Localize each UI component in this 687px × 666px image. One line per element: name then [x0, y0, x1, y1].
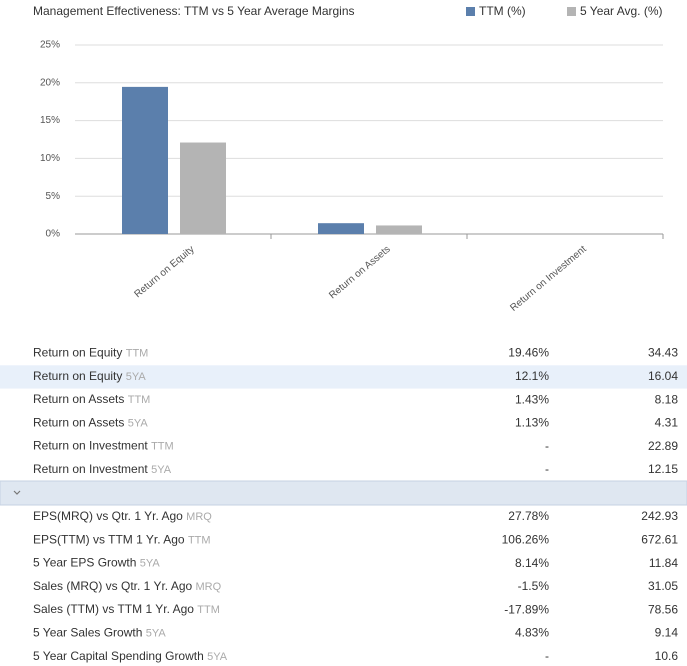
x-tick-label: Return on Investment: [508, 244, 588, 314]
metric-name: EPS(TTM) vs TTM 1 Yr. Ago: [33, 532, 185, 546]
metric-name: EPS(MRQ) vs Qtr. 1 Yr. Ago: [33, 509, 183, 523]
legend-label: 5 Year Avg. (%): [580, 4, 663, 18]
x-tick-label: Return on Equity: [132, 244, 196, 300]
y-tick-label: 10%: [40, 153, 60, 164]
metric-name: Return on Equity: [33, 346, 122, 360]
row-label: Return on Equity 5YA: [33, 369, 146, 383]
period-tag: MRQ: [186, 511, 212, 523]
row-label: Sales (TTM) vs TTM 1 Yr. Ago TTM: [33, 602, 220, 616]
company-value: 27.78%: [508, 509, 549, 523]
x-tick-label: Return on Assets: [327, 244, 392, 301]
industry-value: 242.93: [641, 509, 678, 523]
industry-value: 22.89: [648, 439, 678, 453]
industry-value: 4.31: [655, 416, 679, 430]
metric-name: Return on Investment: [33, 462, 148, 476]
period-tag: MRQ: [196, 581, 222, 593]
bar: [376, 225, 422, 234]
industry-value: 672.61: [641, 532, 678, 546]
period-tag: 5YA: [126, 371, 147, 383]
metric-name: 5 Year Capital Spending Growth: [33, 649, 204, 663]
company-value: -: [545, 462, 549, 476]
period-tag: TTM: [151, 441, 174, 453]
industry-value: 34.43: [648, 346, 678, 360]
row-label: 5 Year EPS Growth 5YA: [33, 556, 160, 570]
legend-label: TTM (%): [479, 4, 526, 18]
period-tag: 5YA: [140, 558, 161, 570]
company-value: 4.83%: [515, 626, 549, 640]
period-tag: 5YA: [146, 627, 167, 639]
legend-swatch: [567, 7, 576, 16]
y-tick-label: 20%: [40, 77, 60, 88]
industry-value: 12.15: [648, 462, 678, 476]
row-label: EPS(TTM) vs TTM 1 Yr. Ago TTM: [33, 532, 211, 546]
metric-name: Sales (MRQ) vs Qtr. 1 Yr. Ago: [33, 579, 192, 593]
metric-name: Return on Assets: [33, 392, 124, 406]
period-tag: 5YA: [128, 417, 149, 429]
bar: [122, 86, 168, 234]
period-tag: TTM: [126, 347, 149, 359]
legend-swatch: [466, 7, 475, 16]
industry-value: 9.14: [655, 626, 679, 640]
industry-value: 11.84: [649, 556, 678, 570]
row-label: Sales (MRQ) vs Qtr. 1 Yr. Ago MRQ: [33, 579, 222, 593]
period-tag: TTM: [188, 534, 211, 546]
company-value: 1.13%: [515, 416, 549, 430]
company-value: 12.1%: [515, 369, 549, 383]
row-label: 5 Year Capital Spending Growth 5YA: [33, 649, 228, 663]
company-value: 1.43%: [515, 392, 549, 406]
row-label: Return on Assets 5YA: [33, 416, 148, 430]
company-value: -: [545, 649, 549, 663]
company-value: 19.46%: [508, 346, 549, 360]
row-label: 5 Year Sales Growth 5YA: [33, 626, 166, 640]
bar: [318, 223, 364, 234]
metric-name: Sales (TTM) vs TTM 1 Yr. Ago: [33, 602, 194, 616]
industry-value: 31.05: [648, 579, 678, 593]
y-tick-label: 0%: [46, 229, 61, 240]
row-label: Return on Assets TTM: [33, 392, 150, 406]
row-label: Return on Investment TTM: [33, 439, 174, 453]
company-value: -1.5%: [518, 579, 550, 593]
metric-name: Return on Equity: [33, 369, 122, 383]
y-tick-label: 15%: [40, 115, 60, 126]
company-value: 106.26%: [502, 532, 550, 546]
industry-value: 78.56: [648, 602, 678, 616]
chart-title: Management Effectiveness: TTM vs 5 Year …: [33, 4, 355, 18]
metric-name: 5 Year Sales Growth: [33, 626, 142, 640]
period-tag: 5YA: [151, 464, 172, 476]
period-tag: TTM: [128, 394, 151, 406]
metric-name: Return on Investment: [33, 439, 148, 453]
row-label: Return on Equity TTM: [33, 346, 148, 360]
company-value: 8.14%: [515, 556, 549, 570]
metric-name: Return on Assets: [33, 416, 124, 430]
industry-value: 8.18: [655, 392, 679, 406]
industry-value: 16.04: [648, 369, 678, 383]
period-tag: 5YA: [207, 651, 228, 663]
industry-value: 10.6: [655, 649, 679, 663]
y-tick-label: 5%: [46, 191, 61, 202]
y-tick-label: 25%: [40, 40, 60, 51]
company-value: -17.89%: [504, 602, 549, 616]
period-tag: TTM: [197, 604, 220, 616]
metric-name: 5 Year EPS Growth: [33, 556, 136, 570]
chevron-icon[interactable]: [13, 490, 21, 495]
row-label: Return on Investment 5YA: [33, 462, 172, 476]
bar: [180, 142, 226, 234]
company-value: -: [545, 439, 549, 453]
section-toggle[interactable]: [0, 480, 687, 506]
row-highlight: [0, 365, 687, 389]
row-label: EPS(MRQ) vs Qtr. 1 Yr. Ago MRQ: [33, 509, 212, 523]
